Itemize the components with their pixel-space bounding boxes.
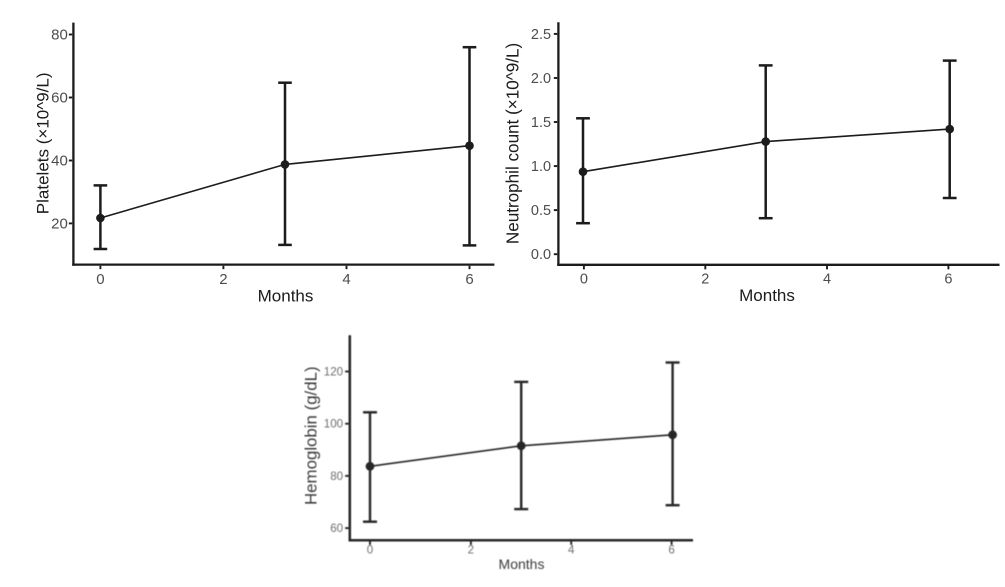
svg-text:100: 100 — [324, 418, 343, 431]
svg-text:60: 60 — [51, 90, 68, 107]
svg-text:2: 2 — [701, 272, 709, 288]
svg-text:Months: Months — [258, 286, 314, 305]
svg-text:2: 2 — [468, 543, 474, 556]
svg-text:Platelets (×10^9/L): Platelets (×10^9/L) — [34, 72, 53, 214]
svg-text:40: 40 — [51, 153, 68, 170]
svg-text:Months: Months — [739, 286, 795, 305]
svg-text:0: 0 — [96, 271, 104, 288]
svg-text:0: 0 — [580, 272, 588, 288]
svg-text:60: 60 — [330, 522, 343, 535]
svg-text:120: 120 — [324, 365, 343, 378]
svg-text:Hemoglobin (g/dL): Hemoglobin (g/dL) — [301, 366, 320, 505]
svg-text:4: 4 — [342, 271, 350, 288]
svg-text:Months: Months — [499, 556, 545, 572]
svg-text:80: 80 — [51, 27, 68, 44]
svg-text:20: 20 — [51, 216, 68, 233]
svg-text:0.5: 0.5 — [531, 203, 551, 219]
svg-text:1.0: 1.0 — [531, 159, 551, 175]
svg-text:2.5: 2.5 — [531, 27, 551, 43]
svg-text:1.5: 1.5 — [531, 115, 551, 131]
svg-text:80: 80 — [330, 470, 343, 483]
svg-text:Neutrophil count (×10^9/L): Neutrophil count (×10^9/L) — [503, 43, 522, 244]
svg-text:0: 0 — [367, 543, 373, 556]
svg-text:4: 4 — [823, 272, 831, 288]
svg-text:2.0: 2.0 — [531, 71, 551, 87]
svg-text:4: 4 — [568, 543, 575, 556]
svg-text:6: 6 — [465, 271, 473, 288]
svg-text:0.0: 0.0 — [531, 247, 551, 263]
svg-text:6: 6 — [944, 272, 952, 288]
svg-text:2: 2 — [219, 271, 227, 288]
svg-text:6: 6 — [668, 543, 674, 556]
